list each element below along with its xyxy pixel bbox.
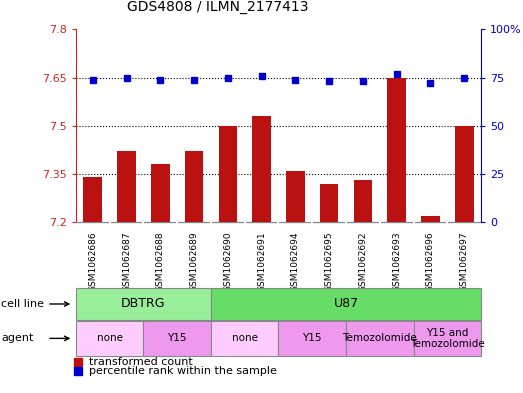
Text: GSM1062686: GSM1062686 <box>88 232 97 292</box>
Text: Y15 and
Temozolomide: Y15 and Temozolomide <box>410 328 485 349</box>
Text: GSM1062691: GSM1062691 <box>257 232 266 292</box>
Text: transformed count: transformed count <box>89 356 192 367</box>
Text: Y15: Y15 <box>167 333 187 343</box>
Bar <box>421 216 440 222</box>
Text: cell line: cell line <box>1 299 44 309</box>
Text: DBTRG: DBTRG <box>121 298 166 310</box>
Bar <box>414 321 481 356</box>
Text: none: none <box>97 333 122 343</box>
Bar <box>252 116 271 222</box>
Text: GSM1062688: GSM1062688 <box>156 232 165 292</box>
Text: GSM1062690: GSM1062690 <box>223 232 232 292</box>
Text: U87: U87 <box>334 298 359 310</box>
Bar <box>354 180 372 222</box>
Text: GSM1062694: GSM1062694 <box>291 232 300 292</box>
Text: GSM1062697: GSM1062697 <box>460 232 469 292</box>
Text: GSM1062689: GSM1062689 <box>189 232 199 292</box>
Bar <box>455 126 473 222</box>
Bar <box>76 288 211 320</box>
Bar <box>219 126 237 222</box>
Text: agent: agent <box>1 333 33 343</box>
Bar <box>346 321 414 356</box>
Bar <box>211 321 278 356</box>
Bar <box>320 184 338 222</box>
Bar <box>84 177 102 222</box>
Text: percentile rank within the sample: percentile rank within the sample <box>89 366 277 376</box>
Text: GSM1062687: GSM1062687 <box>122 232 131 292</box>
Bar <box>151 164 169 222</box>
Bar <box>117 151 136 222</box>
Bar <box>286 171 305 222</box>
Text: Temozolomide: Temozolomide <box>343 333 417 343</box>
Bar <box>211 288 481 320</box>
Text: GSM1062695: GSM1062695 <box>325 232 334 292</box>
Bar <box>185 151 203 222</box>
Text: none: none <box>232 333 258 343</box>
Bar <box>143 321 211 356</box>
Text: GSM1062693: GSM1062693 <box>392 232 401 292</box>
Text: GSM1062696: GSM1062696 <box>426 232 435 292</box>
Text: Y15: Y15 <box>302 333 322 343</box>
Bar <box>388 77 406 222</box>
Text: GSM1062692: GSM1062692 <box>358 232 368 292</box>
Bar <box>278 321 346 356</box>
Bar <box>76 321 143 356</box>
Text: GDS4808 / ILMN_2177413: GDS4808 / ILMN_2177413 <box>127 0 309 14</box>
